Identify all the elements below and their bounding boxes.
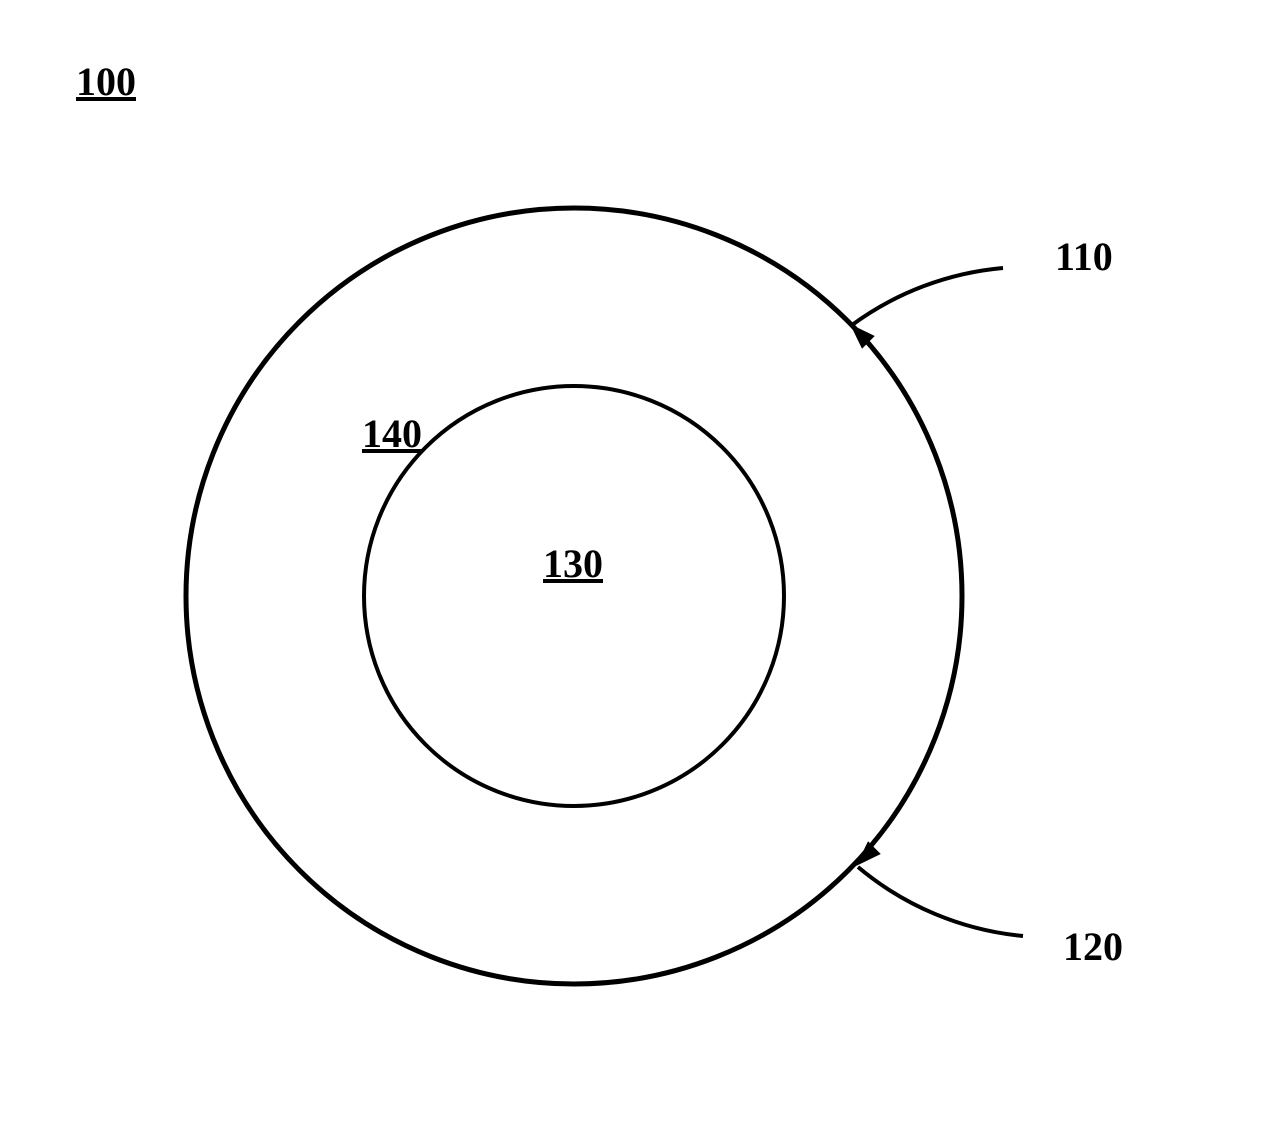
label-figure_number: 100 (76, 59, 136, 104)
label-lower_lead: 120 (1063, 924, 1123, 969)
label-inner_region: 130 (543, 541, 603, 586)
label-annulus_region: 140 (362, 411, 422, 456)
patent-figure-diagram: 100 110 120 130 140 (0, 0, 1268, 1146)
label-outer_lead: 110 (1055, 234, 1113, 279)
